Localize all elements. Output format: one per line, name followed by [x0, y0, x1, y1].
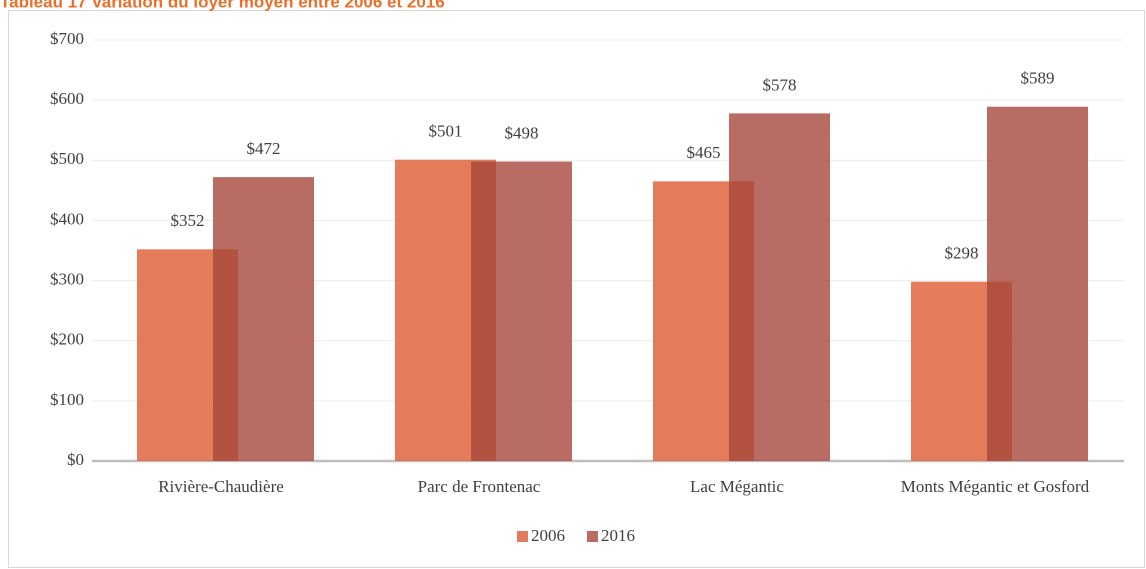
- data-label: $352: [171, 211, 205, 230]
- legend-label: 2006: [531, 526, 565, 545]
- y-tick-label: $0: [67, 450, 84, 469]
- bar: [729, 113, 830, 462]
- y-tick-label: $100: [50, 390, 84, 409]
- data-label: $465: [687, 143, 721, 162]
- y-tick-label: $600: [50, 89, 84, 108]
- y-tick-label: $200: [50, 330, 84, 349]
- x-tick-label: Lac Mégantic: [690, 477, 784, 496]
- y-tick-label: $700: [50, 29, 84, 48]
- data-label: $472: [247, 139, 281, 158]
- data-label: $501: [429, 122, 463, 141]
- bar: [471, 161, 572, 461]
- bar: [213, 177, 314, 461]
- bar: [987, 106, 1088, 461]
- x-tick-label: Rivière-Chaudière: [158, 477, 284, 496]
- x-tick-label: Monts Mégantic et Gosford: [901, 477, 1090, 496]
- x-tick-label: Parc de Frontenac: [418, 477, 541, 496]
- y-tick-label: $500: [50, 149, 84, 168]
- legend-swatch: [517, 531, 528, 542]
- data-label: $589: [1021, 69, 1055, 88]
- y-tick-label: $300: [50, 269, 84, 288]
- data-label: $298: [945, 244, 979, 263]
- data-label: $578: [763, 75, 797, 94]
- legend-label: 2016: [601, 526, 635, 545]
- legend-swatch: [587, 531, 598, 542]
- data-label: $498: [505, 123, 539, 142]
- chart-title: Tableau 17 Variation du loyer moyen entr…: [0, 0, 445, 11]
- y-tick-label: $400: [50, 209, 84, 228]
